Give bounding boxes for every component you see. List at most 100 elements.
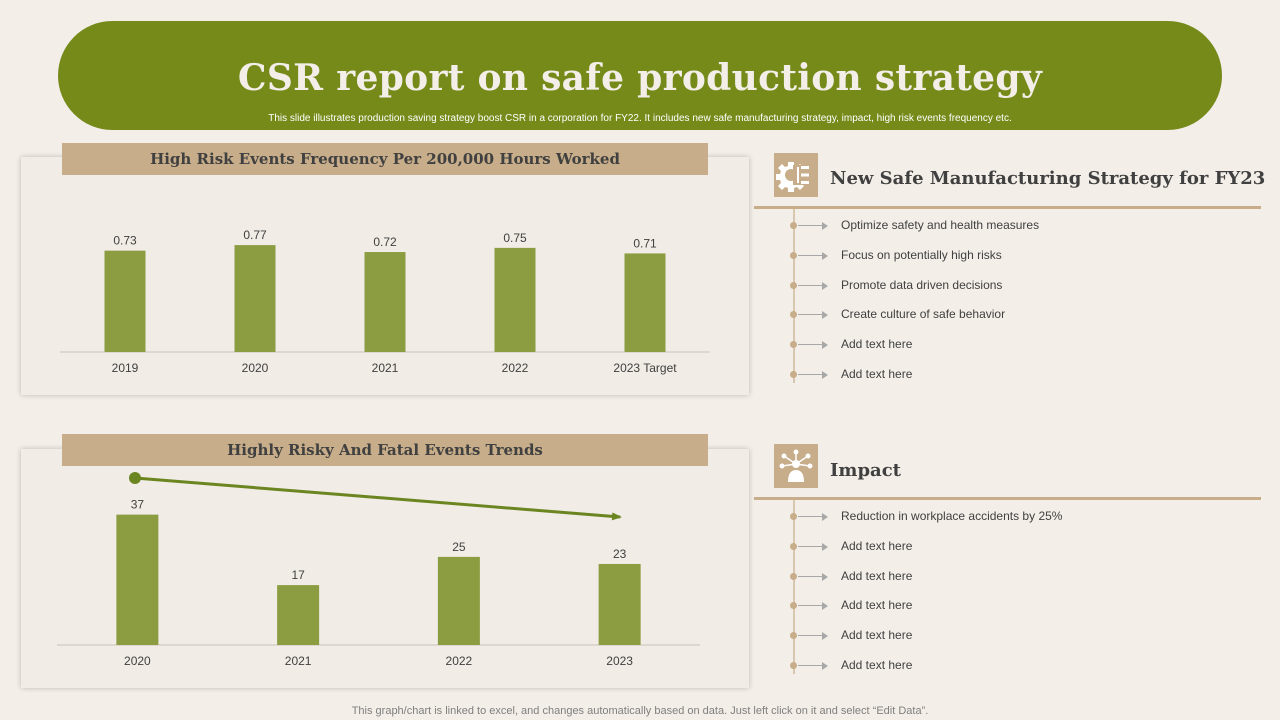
x-tick-label: 2021 bbox=[372, 361, 399, 375]
data-label: 17 bbox=[291, 568, 305, 582]
impact-item[interactable]: Add text here bbox=[789, 537, 1259, 557]
connector-line bbox=[798, 344, 824, 346]
bullet-dot-icon bbox=[790, 632, 797, 640]
impact-item-text: Add text here bbox=[841, 628, 913, 643]
impact-title: Impact bbox=[830, 460, 901, 481]
chart-title-trends: Highly Risky And Fatal Events Trends bbox=[62, 434, 708, 466]
data-label: 25 bbox=[452, 540, 466, 554]
arrow-right-icon bbox=[822, 542, 828, 551]
chart-frequency[interactable]: 0.73 2019 0.77 2020 0.72 2021 0.75 2022 0.71 2023… bbox=[21, 175, 749, 390]
impact-item[interactable]: Add text here bbox=[789, 596, 1259, 616]
impact-item-text: Add text here bbox=[841, 568, 913, 583]
bullet-dot-icon bbox=[790, 341, 797, 349]
bar-2022[interactable] bbox=[437, 556, 480, 645]
bullet-dot-icon bbox=[790, 513, 797, 520]
bar-2023-target[interactable] bbox=[624, 253, 666, 352]
arrow-right-icon bbox=[822, 572, 828, 581]
impact-item-text: Add text here bbox=[841, 538, 913, 553]
title-banner: CSR report on safe production strategy T… bbox=[58, 21, 1222, 130]
bar-2023[interactable] bbox=[598, 563, 641, 645]
bullet-dot-icon bbox=[790, 251, 797, 259]
impact-item[interactable]: Add text here bbox=[789, 567, 1259, 587]
chart-trends[interactable]: 37 2020 17 2021 25 2022 23 2023 bbox=[21, 466, 749, 681]
connector-line bbox=[798, 575, 824, 577]
strategy-item[interactable]: Add text here bbox=[789, 365, 1259, 385]
page-title: CSR report on safe production strategy bbox=[237, 57, 1043, 99]
bullet-dot-icon bbox=[790, 281, 797, 289]
impact-timeline-line bbox=[793, 500, 795, 674]
trend-arrow bbox=[134, 476, 622, 521]
data-label: 0.72 bbox=[373, 235, 397, 249]
strategy-item[interactable]: Focus on potentially high risks bbox=[789, 246, 1259, 266]
x-tick-label: 2019 bbox=[112, 361, 139, 375]
data-label: 23 bbox=[613, 547, 627, 561]
page-subtitle: This slide illustrates production saving… bbox=[268, 113, 1012, 124]
connector-line bbox=[798, 545, 824, 547]
impact-item-text: Add text here bbox=[841, 658, 913, 672]
impact-item[interactable]: Add text here bbox=[789, 656, 1259, 676]
strategy-item-text: Create culture of safe behavior bbox=[841, 307, 1006, 322]
bar-2021[interactable] bbox=[364, 252, 406, 352]
strategy-icon-box bbox=[774, 153, 818, 197]
bullet-dot-icon bbox=[790, 311, 797, 319]
strategy-divider bbox=[754, 206, 1261, 209]
impact-divider bbox=[754, 497, 1261, 500]
strategy-title: New Safe Manufacturing Strategy for FY23 bbox=[830, 168, 1266, 189]
connector-line bbox=[798, 374, 824, 375]
bar-2022[interactable] bbox=[494, 247, 536, 352]
x-tick-label: 2023 bbox=[606, 654, 633, 668]
strategy-item[interactable]: Create culture of safe behavior bbox=[789, 305, 1259, 325]
bar-2020[interactable] bbox=[116, 514, 159, 645]
impact-item-text: Add text here bbox=[841, 598, 913, 613]
arrow-right-icon bbox=[822, 341, 828, 350]
data-label: 0.71 bbox=[633, 236, 657, 250]
arrow-right-icon bbox=[822, 513, 828, 521]
data-label: 37 bbox=[131, 498, 145, 512]
connector-line bbox=[798, 605, 824, 607]
arrow-right-icon bbox=[822, 311, 828, 320]
strategy-item-text: Focus on potentially high risks bbox=[841, 247, 1002, 262]
bullet-dot-icon bbox=[790, 542, 797, 550]
chart-title-frequency: High Risk Events Frequency Per 200,000 H… bbox=[62, 143, 708, 175]
data-label: 0.75 bbox=[503, 231, 527, 245]
bar-2021[interactable] bbox=[277, 585, 320, 645]
network-person-icon bbox=[779, 449, 813, 482]
strategy-item[interactable]: Optimize safety and health measures bbox=[789, 216, 1259, 236]
impact-item-text: Reduction in workplace accidents by 25% bbox=[841, 509, 1063, 523]
connector-line bbox=[798, 635, 824, 637]
arrow-right-icon bbox=[822, 222, 828, 230]
arrow-right-icon bbox=[822, 662, 828, 670]
impact-item[interactable]: Add text here bbox=[789, 626, 1259, 646]
strategy-item[interactable]: Add text here bbox=[789, 335, 1259, 355]
data-label: 0.77 bbox=[243, 228, 267, 242]
x-tick-label: 2022 bbox=[446, 654, 473, 668]
data-label: 0.73 bbox=[113, 234, 137, 248]
strategy-item[interactable]: Promote data driven decisions bbox=[789, 276, 1259, 296]
connector-line bbox=[798, 516, 824, 517]
footer-note: This graph/chart is linked to excel, and… bbox=[351, 705, 929, 717]
strategy-timeline-line bbox=[793, 209, 795, 383]
x-tick-label: 2021 bbox=[285, 654, 312, 668]
impact-item[interactable]: Reduction in workplace accidents by 25% bbox=[789, 507, 1259, 527]
strategy-item-text: Optimize safety and health measures bbox=[841, 218, 1040, 232]
strategy-item-text: Add text here bbox=[841, 337, 913, 352]
bar-2020[interactable] bbox=[234, 245, 276, 352]
connector-line bbox=[798, 225, 824, 226]
bullet-dot-icon bbox=[790, 222, 797, 229]
connector-line bbox=[798, 254, 824, 256]
x-tick-label: 2020 bbox=[124, 654, 151, 668]
connector-line bbox=[798, 314, 824, 316]
bullet-dot-icon bbox=[790, 662, 797, 669]
connector-line bbox=[798, 665, 824, 666]
arrow-right-icon bbox=[822, 371, 828, 379]
bar-2019[interactable] bbox=[104, 250, 146, 352]
arrow-right-icon bbox=[822, 281, 828, 290]
x-tick-label: 2023 Target bbox=[613, 361, 677, 375]
bullet-dot-icon bbox=[790, 602, 797, 610]
arrow-right-icon bbox=[822, 251, 828, 260]
arrow-right-icon bbox=[822, 632, 828, 641]
arrow-right-icon bbox=[822, 602, 828, 611]
x-tick-label: 2022 bbox=[502, 361, 529, 375]
strategy-item-text: Promote data driven decisions bbox=[841, 277, 1003, 292]
trend-arrow-start-dot bbox=[129, 472, 141, 484]
